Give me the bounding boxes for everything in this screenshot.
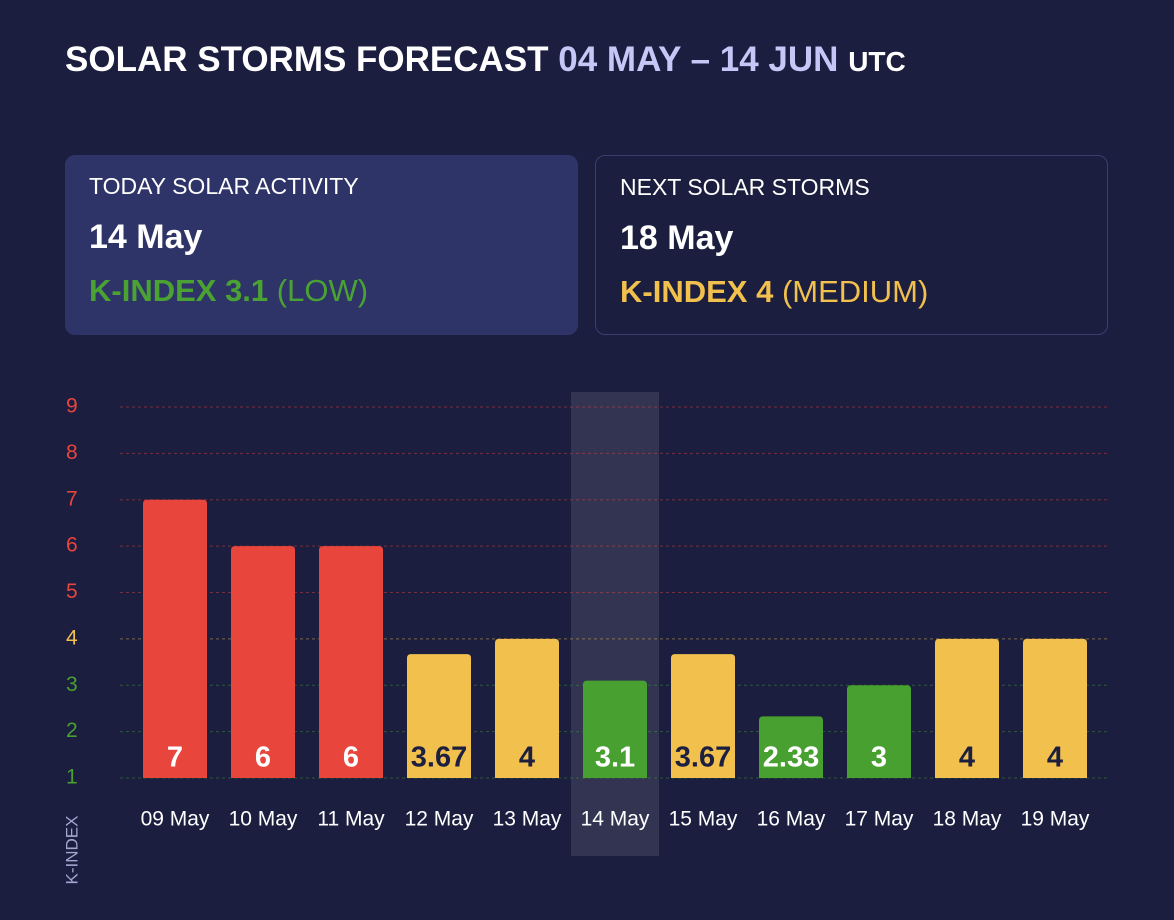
y-tick-label: 3 bbox=[66, 673, 78, 696]
bar bbox=[583, 680, 647, 778]
x-tick-label: 14 May bbox=[581, 808, 650, 831]
x-tick-label: 15 May bbox=[669, 808, 738, 831]
bar bbox=[231, 546, 295, 778]
highlight-band bbox=[571, 392, 659, 856]
bar bbox=[759, 716, 823, 778]
bar bbox=[671, 654, 735, 778]
card-index: K-INDEX 4 (MEDIUM) bbox=[620, 274, 1083, 310]
y-tick-label: 8 bbox=[66, 441, 78, 464]
y-tick-label: 4 bbox=[66, 626, 78, 649]
y-tick-label: 5 bbox=[66, 580, 78, 603]
x-tick-label: 16 May bbox=[757, 808, 826, 831]
y-tick-label: 1 bbox=[66, 766, 78, 789]
k-index: K-INDEX 4 bbox=[620, 274, 774, 309]
value-label: 6 bbox=[343, 742, 359, 774]
bar bbox=[407, 654, 471, 778]
x-tick-label: 11 May bbox=[317, 808, 385, 831]
card-heading: TODAY SOLAR ACTIVITY bbox=[89, 173, 359, 199]
bar bbox=[319, 546, 383, 778]
bar bbox=[1023, 638, 1087, 778]
value-label: 2.33 bbox=[763, 742, 819, 774]
card-date: 14 May bbox=[89, 218, 203, 256]
y-tick-label: 6 bbox=[66, 534, 78, 557]
bar bbox=[847, 685, 911, 778]
level: (LOW) bbox=[276, 273, 369, 308]
date-range: 04 MAY – 14 JUN bbox=[558, 40, 839, 79]
next-card: NEXT SOLAR STORMS 18 May K-INDEX 4 (MEDI… bbox=[595, 155, 1108, 335]
x-tick-label: 10 May bbox=[229, 808, 298, 831]
value-label: 4 bbox=[1047, 742, 1063, 774]
title: SOLAR STORMS FORECAST bbox=[65, 40, 549, 79]
y-tick-label: 7 bbox=[66, 487, 78, 510]
bar bbox=[495, 638, 559, 778]
value-label: 4 bbox=[959, 742, 975, 774]
today-card: TODAY SOLAR ACTIVITY 14 May K-INDEX 3.1 … bbox=[65, 155, 578, 335]
y-axis-label: K-INDEX bbox=[62, 816, 81, 885]
value-label: 3.67 bbox=[411, 742, 467, 774]
value-label: 6 bbox=[255, 742, 271, 774]
value-label: 3.67 bbox=[675, 742, 731, 774]
x-tick-label: 19 May bbox=[1021, 808, 1090, 831]
level: (MEDIUM) bbox=[781, 274, 929, 309]
bar bbox=[143, 499, 207, 778]
card-index: K-INDEX 3.1 (LOW) bbox=[89, 273, 554, 309]
x-tick-label: 09 May bbox=[141, 808, 210, 831]
y-tick-label: 9 bbox=[66, 395, 78, 418]
value-label: 7 bbox=[167, 742, 183, 774]
card-date: 18 May bbox=[620, 219, 734, 257]
value-label: 3.1 bbox=[595, 742, 635, 774]
bar bbox=[935, 638, 999, 778]
x-tick-label: 13 May bbox=[493, 808, 562, 831]
x-tick-label: 17 May bbox=[845, 808, 914, 831]
y-tick-label: 2 bbox=[66, 719, 78, 742]
x-tick-label: 18 May bbox=[933, 808, 1002, 831]
card-heading: NEXT SOLAR STORMS bbox=[620, 174, 870, 200]
x-tick-label: 12 May bbox=[405, 808, 474, 831]
header: SOLAR STORMS FORECAST 04 MAY – 14 JUN UT… bbox=[65, 40, 906, 80]
time-zone: UTC bbox=[848, 46, 906, 77]
value-label: 4 bbox=[519, 742, 535, 774]
k-index: K-INDEX 3.1 bbox=[89, 273, 269, 308]
value-label: 3 bbox=[871, 742, 887, 774]
